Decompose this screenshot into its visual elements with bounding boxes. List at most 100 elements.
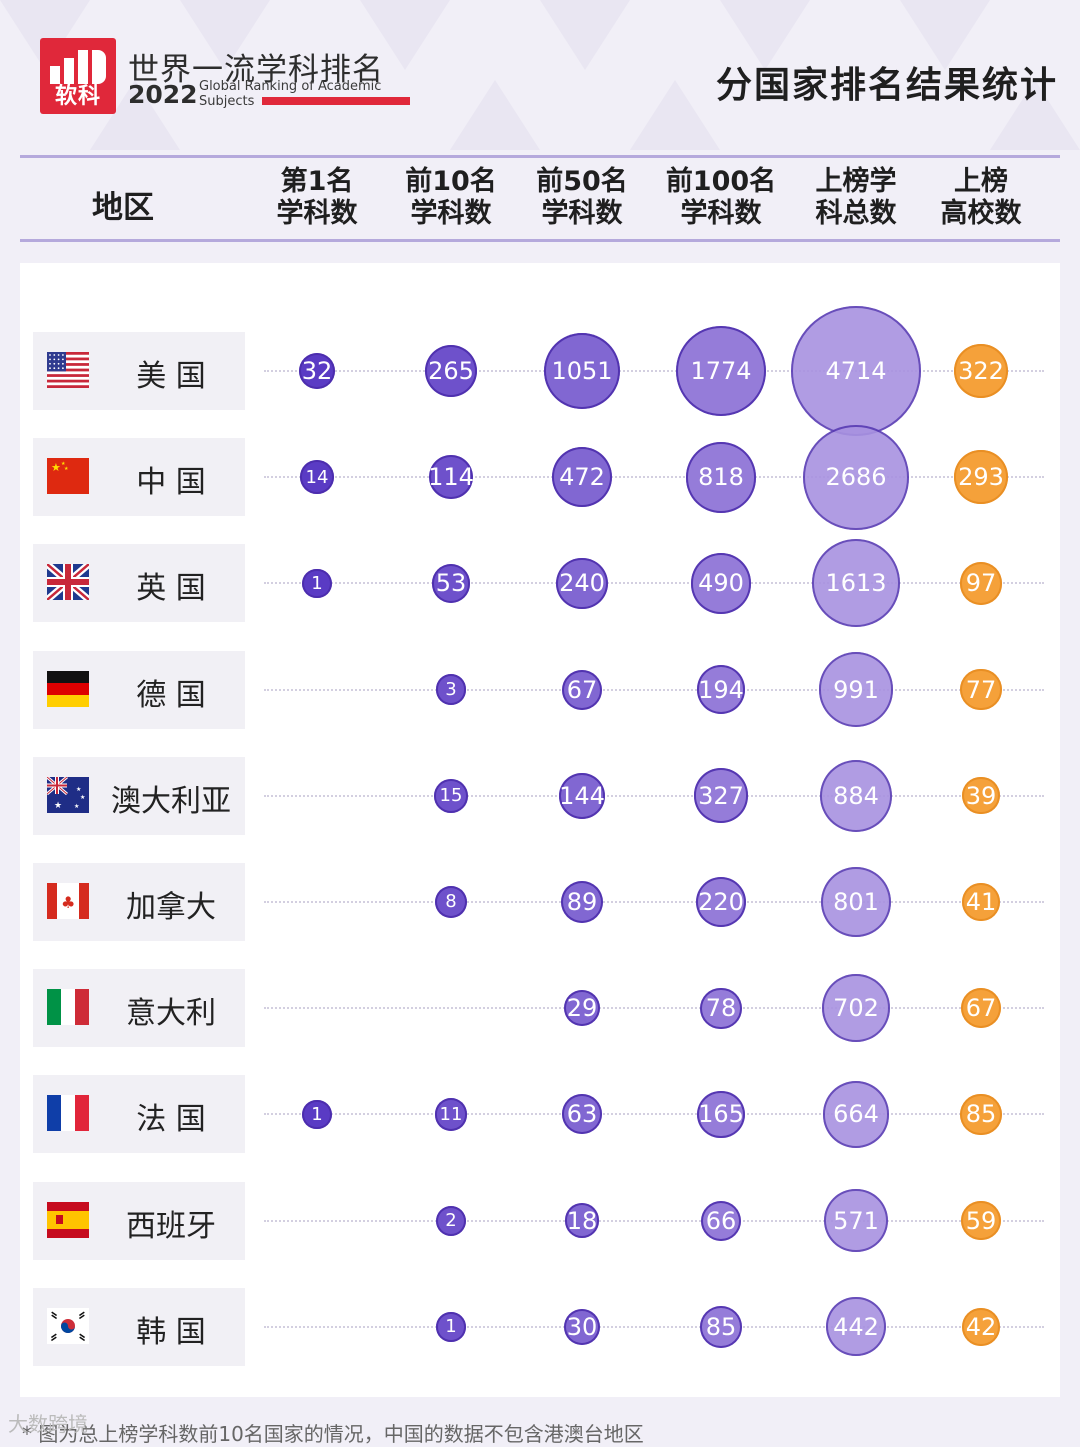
column-header-top10: 前10名 学科数 [381,166,521,230]
footnote: * 图为总上榜学科数前10名国家的情况，中国的数据不包含港澳台地区 [22,1422,644,1446]
logo-text: 软科 [54,84,101,109]
column-header-line1: 第1名 [280,166,354,197]
column-header-line2: 学科数 [680,198,762,229]
data-bubble-total: 442 [826,1297,886,1357]
data-bubble-top100: 1774 [675,325,767,417]
bubble-value-label: 30 [566,1312,598,1341]
germany-flag [47,670,89,707]
data-bubble-top50: 63 [562,1094,602,1135]
column-header-first: 第1名 学科数 [247,166,387,230]
bubble-value-label: 2 [445,1210,457,1232]
bubble-value-label: 32 [301,356,333,385]
data-bubble-total: 702 [822,974,890,1042]
data-bubble-top50: 18 [564,1203,600,1238]
italy-flag [47,989,89,1026]
bubble-value-label: 165 [698,1100,744,1129]
data-bubble-schools: 67 [960,988,1002,1029]
country-label-card: ★ ★ ★ ★ 澳大利亚 [33,756,245,835]
data-bubble-total: 991 [818,652,894,728]
column-header-line2: 高校数 [940,198,1022,229]
data-bubble-top100: 66 [700,1200,742,1241]
country-label-card: 英 国 [33,544,245,623]
bubble-value-label: 59 [965,1206,997,1235]
row-guide-line [264,1113,1044,1116]
data-bubble-first: 32 [298,352,336,390]
country-label-card: 法 国 [33,1075,245,1154]
data-bubble-schools: 293 [954,450,1008,504]
data-bubble-top100: 220 [695,876,747,928]
data-bubble-top100: 818 [685,441,757,513]
data-bubble-schools: 42 [962,1307,1000,1346]
bubble-value-label: 39 [965,781,997,810]
usa-flag [47,352,89,388]
bubble-value-label: 1 [445,1316,457,1338]
brand-title-cn: 世界一流学科排名 [128,52,384,88]
bubble-value-label: 327 [698,781,744,810]
bubble-value-label: 442 [833,1312,879,1341]
bubble-value-label: 991 [833,675,879,704]
country-name: 德 国 [136,677,206,713]
data-bubble-top10: 11 [434,1097,468,1131]
bubble-value-label: 884 [833,781,879,810]
bubble-value-label: 2686 [825,463,887,492]
bubble-value-label: 702 [833,994,879,1023]
svg-text:♣: ♣ [61,893,75,912]
bubble-value-label: 801 [833,887,879,916]
row-guide-line [264,370,1044,372]
data-bubble-top10: 114 [428,455,474,500]
column-header-top100: 前100名 学科数 [651,166,791,230]
data-bubble-top10: 15 [434,778,468,813]
data-bubble-top100: 165 [697,1090,745,1138]
country-label-card: 西班牙 [33,1181,245,1260]
country-label-card: 意大利 [33,969,245,1048]
column-header-line2: 学科数 [541,198,623,229]
data-bubble-total: 801 [820,866,892,938]
row-header-region: 地区 [92,190,154,226]
bubble-value-label: 664 [833,1100,879,1129]
page-title: 分国家排名结果统计 [715,65,1058,106]
bubble-value-label: 8 [445,891,457,913]
data-bubble-top100: 490 [690,552,752,614]
data-bubble-top50: 144 [559,772,605,819]
data-bubble-first: 1 [302,568,332,599]
svg-text:★: ★ [54,801,62,811]
data-bubble-top100: 78 [700,987,742,1029]
bubble-value-label: 53 [435,569,467,598]
column-header-top50: 前50名 学科数 [512,166,652,230]
country-label-card: ★ ★ ★ 中 国 [33,438,245,517]
header-top-rule [20,155,1060,158]
data-bubble-schools: 322 [953,343,1009,399]
country-name: 中 国 [136,465,206,501]
bubble-value-label: 265 [428,356,474,385]
bubble-value-label: 490 [698,569,744,598]
bubble-value-label: 571 [833,1206,879,1235]
data-bubble-total: 571 [824,1188,888,1253]
bubble-value-label: 293 [958,463,1004,492]
bubble-value-label: 15 [439,785,463,807]
data-bubble-top50: 1051 [543,332,621,410]
bubble-value-label: 89 [566,887,598,916]
brand-title-en-line1: Global Ranking of Academic [199,79,382,94]
bubble-value-label: 77 [965,675,997,704]
row-guide-line [264,1007,1044,1010]
bubble-value-label: 114 [428,463,474,492]
spain-flag [47,1201,89,1238]
canada-flag: ♣ [47,883,89,919]
bubble-value-label: 220 [698,887,744,916]
bubble-value-label: 1 [311,1103,323,1125]
svg-text:★: ★ [64,466,69,472]
bubble-value-label: 240 [559,569,605,598]
data-bubble-schools: 97 [959,562,1003,605]
watermark: 大数跨境 [8,1412,88,1436]
column-header-line2: 学科数 [410,198,492,229]
row-guide-line [264,582,1044,585]
column-header-line2: 科总数 [815,198,897,229]
column-header-total: 上榜学 科总数 [786,166,926,230]
column-header-line2: 学科数 [276,198,358,229]
country-name: 英 国 [136,571,206,607]
country-label-card: ♣ 加拿大 [33,863,245,941]
bubble-value-label: 85 [965,1100,997,1129]
bubble-value-label: 1613 [825,569,887,598]
data-bubble-schools: 41 [962,883,1000,921]
data-bubble-first: 1 [302,1099,332,1130]
